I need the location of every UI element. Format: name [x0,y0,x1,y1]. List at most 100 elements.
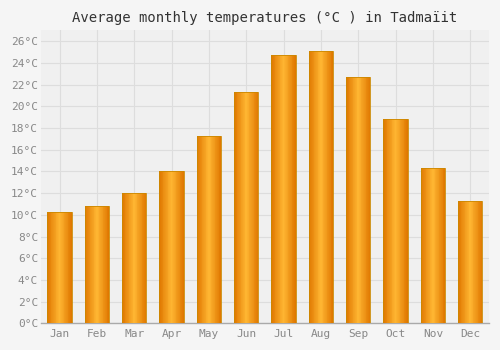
Bar [54,212,56,323]
Bar [60,212,61,323]
Bar [400,119,401,323]
Bar [329,51,330,323]
Bar [234,92,258,323]
Bar [328,51,329,323]
Bar [474,201,475,323]
Bar [243,92,244,323]
Bar [397,119,398,323]
Bar [280,55,281,323]
Bar [320,51,321,323]
Bar [89,206,90,323]
Bar [131,193,132,323]
Bar [396,119,397,323]
Bar [399,119,400,323]
Bar [430,168,432,323]
Bar [174,172,175,323]
Bar [139,193,140,323]
Bar [470,201,471,323]
Bar [444,168,445,323]
Bar [93,206,94,323]
Bar [160,172,161,323]
Bar [201,136,202,323]
Bar [388,119,389,323]
Bar [200,136,201,323]
Bar [170,172,172,323]
Bar [404,119,406,323]
Bar [277,55,278,323]
Bar [325,51,326,323]
Bar [236,92,238,323]
Bar [48,212,49,323]
Bar [246,92,247,323]
Bar [458,201,482,323]
Bar [346,77,347,323]
Bar [360,77,362,323]
Bar [351,77,352,323]
Bar [309,51,310,323]
Bar [140,193,141,323]
Bar [366,77,367,323]
Bar [238,92,239,323]
Bar [434,168,436,323]
Bar [180,172,182,323]
Bar [471,201,472,323]
Bar [278,55,280,323]
Bar [442,168,444,323]
Bar [402,119,403,323]
Bar [57,212,58,323]
Bar [164,172,165,323]
Bar [177,172,178,323]
Bar [220,136,221,323]
Bar [291,55,292,323]
Bar [359,77,360,323]
Bar [179,172,180,323]
Bar [466,201,467,323]
Bar [364,77,366,323]
Bar [136,193,138,323]
Bar [433,168,434,323]
Bar [314,51,315,323]
Bar [206,136,208,323]
Bar [352,77,354,323]
Bar [128,193,130,323]
Bar [423,168,424,323]
Bar [394,119,396,323]
Bar [429,168,430,323]
Bar [173,172,174,323]
Bar [182,172,183,323]
Bar [162,172,164,323]
Bar [67,212,68,323]
Bar [311,51,312,323]
Bar [169,172,170,323]
Bar [127,193,128,323]
Bar [213,136,214,323]
Bar [61,212,62,323]
Bar [204,136,205,323]
Bar [398,119,399,323]
Bar [426,168,427,323]
Bar [316,51,317,323]
Bar [65,212,66,323]
Bar [71,212,72,323]
Bar [441,168,442,323]
Bar [178,172,179,323]
Bar [198,136,199,323]
Bar [239,92,240,323]
Bar [427,168,428,323]
Bar [281,55,282,323]
Bar [462,201,463,323]
Bar [472,201,474,323]
Bar [130,193,131,323]
Bar [255,92,256,323]
Bar [210,136,212,323]
Bar [68,212,70,323]
Bar [144,193,146,323]
Bar [350,77,351,323]
Bar [438,168,440,323]
Bar [295,55,296,323]
Bar [208,136,209,323]
Bar [347,77,348,323]
Bar [392,119,393,323]
Bar [62,212,63,323]
Bar [96,206,97,323]
